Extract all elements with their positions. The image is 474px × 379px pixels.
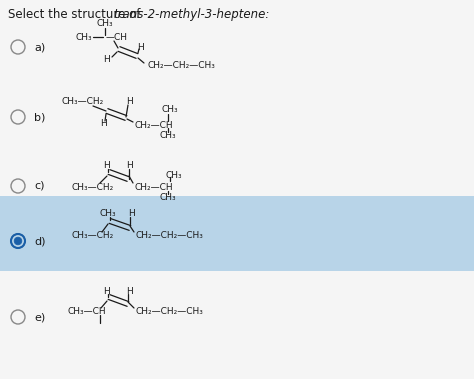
Text: CH₂—CH: CH₂—CH [135, 121, 173, 130]
Text: CH₃—CH: CH₃—CH [68, 307, 107, 316]
Text: H: H [127, 287, 133, 296]
Text: CH₃—CH₂: CH₃—CH₂ [72, 183, 114, 191]
Text: d): d) [34, 236, 46, 246]
Text: CH₂—CH₂—CH₃: CH₂—CH₂—CH₃ [148, 61, 216, 69]
Text: H: H [104, 55, 110, 64]
Text: c): c) [34, 181, 45, 191]
Text: H: H [137, 42, 145, 52]
Text: Select the structure of: Select the structure of [8, 8, 144, 21]
Text: CH₃: CH₃ [160, 132, 176, 141]
Text: CH₂—CH: CH₂—CH [135, 183, 173, 191]
Text: CH₃: CH₃ [97, 19, 113, 28]
Text: a): a) [34, 42, 45, 52]
Text: CH₃: CH₃ [76, 33, 92, 41]
Bar [0, 196, 474, 271]
Text: H: H [127, 161, 133, 171]
Text: CH₂—CH₂—CH₃: CH₂—CH₂—CH₃ [136, 232, 204, 241]
Text: —CH: —CH [106, 33, 128, 41]
Text: CH₃—CH₂: CH₃—CH₂ [62, 97, 104, 105]
Text: H: H [104, 287, 110, 296]
Text: H: H [104, 161, 110, 171]
Text: b): b) [34, 112, 46, 122]
Text: CH₃—CH₂: CH₃—CH₂ [72, 232, 114, 241]
Text: CH₃: CH₃ [160, 194, 176, 202]
Text: trans-2-methyl-3-heptene:: trans-2-methyl-3-heptene: [113, 8, 269, 21]
Text: CH₂—CH₂—CH₃: CH₂—CH₂—CH₃ [136, 307, 204, 316]
Text: H: H [128, 210, 136, 219]
Text: H: H [100, 119, 108, 128]
Text: CH₃: CH₃ [100, 210, 116, 219]
Text: CH₃: CH₃ [162, 105, 178, 113]
Text: e): e) [34, 312, 45, 322]
Text: CH₃: CH₃ [166, 171, 182, 180]
Text: H: H [127, 97, 133, 105]
Circle shape [14, 237, 22, 245]
